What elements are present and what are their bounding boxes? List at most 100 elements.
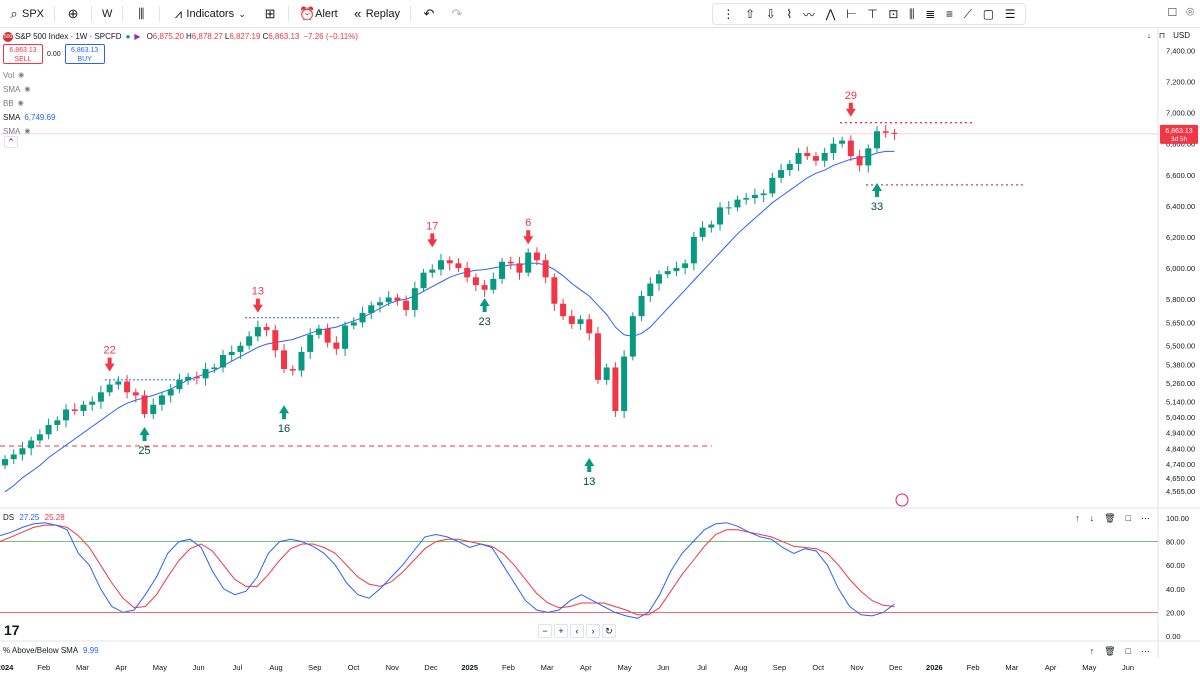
candle-body — [254, 327, 261, 337]
arrow-down-icon[interactable]: ⇩ — [765, 7, 776, 21]
price-tick-label: 5,140.00 — [1166, 398, 1195, 407]
price-tick-label: 7,200.00 — [1166, 78, 1195, 87]
polyline-icon[interactable]: ⋀ — [825, 7, 836, 21]
search-icon: ⌕ — [10, 5, 18, 21]
candle-body — [786, 163, 793, 171]
trendline-icon[interactable]: ⟋ — [963, 6, 973, 21]
zoom-out-icon[interactable]: − — [538, 624, 552, 638]
candle-body — [856, 156, 863, 166]
indicator-row[interactable]: SMA 6,749.69 — [3, 110, 55, 124]
time-tick-label: Feb — [502, 663, 515, 672]
lightning-icon — [895, 493, 909, 507]
more-icon[interactable]: ⋯ — [1141, 646, 1150, 656]
indicator-row[interactable]: Vol ◉ — [3, 68, 55, 82]
indicator-row[interactable]: BB ◉ — [3, 96, 55, 110]
long-position-icon[interactable]: ⊡ — [888, 7, 899, 21]
maximize-icon[interactable]: □ — [1125, 646, 1131, 656]
candle-body — [324, 328, 331, 343]
candle-body — [682, 263, 689, 268]
candle-body — [812, 156, 819, 161]
scroll-right-icon[interactable]: › — [586, 624, 600, 638]
parallel-channel-icon[interactable]: ≡ — [945, 7, 953, 21]
replay-button[interactable]: « Replay — [344, 0, 406, 28]
date-range-icon[interactable]: ⊤ — [867, 7, 878, 21]
indicator-row[interactable]: SMA ◉ — [3, 124, 55, 138]
osc-name[interactable]: DS — [3, 513, 15, 522]
symbol-search[interactable]: ⌕ SPX — [0, 0, 50, 28]
osc-tick-label: 40.00 — [1166, 585, 1185, 594]
interval-button[interactable]: W — [96, 0, 118, 28]
candle-body — [158, 395, 165, 405]
reset-icon[interactable]: ↻ — [602, 624, 616, 638]
arrow-down-icon[interactable]: ↓ — [1089, 513, 1095, 523]
arrow-down-icon[interactable]: ↓ — [1146, 31, 1151, 40]
time-tick-label: Feb — [37, 663, 50, 672]
ind2-name[interactable]: % Above/Below SMA — [3, 646, 78, 655]
time-tick-label: Dec — [424, 663, 438, 672]
zoom-in-icon[interactable]: + — [554, 624, 568, 638]
buy-button[interactable]: 6,863.13 BUY — [64, 44, 105, 64]
brush-icon[interactable]: 〰 — [802, 7, 815, 22]
candle-body — [647, 283, 654, 296]
time-tick-label: Nov — [386, 663, 400, 672]
arrow-up-icon[interactable]: ⇧ — [744, 7, 756, 21]
osc-value-2: 25.28 — [44, 513, 65, 522]
camera-icon[interactable]: ⌾ — [1186, 4, 1194, 19]
indicator2-pane-controls: ↑ 🗑 □ ⋯ — [1090, 646, 1150, 657]
arrow-down-icon — [427, 233, 438, 248]
maximize-icon[interactable]: □ — [1125, 513, 1131, 523]
eye-icon[interactable]: ◉ — [18, 72, 25, 79]
square-icon[interactable]: □ — [1168, 4, 1177, 19]
currency-label[interactable]: USD — [1173, 31, 1190, 40]
indicator2-legend: % Above/Below SMA 9.99 — [3, 646, 99, 655]
interval-label: W — [102, 7, 113, 20]
time-tick-label: May — [618, 663, 632, 672]
arrow-up-icon[interactable]: ↑ — [1075, 513, 1080, 523]
osc-value-1: 27.25 — [19, 513, 40, 522]
oscillator-legend: DS 27.25 25.28 — [3, 513, 65, 522]
lock-icon[interactable]: ⊓ — [1158, 31, 1166, 40]
redo-button[interactable]: ↷ — [443, 0, 471, 28]
indicator-row[interactable]: SMA ◉ — [3, 82, 55, 96]
drag-handle-icon[interactable]: ⋮ — [722, 7, 735, 21]
countdown-text: 3d 5h — [1171, 136, 1188, 143]
indicators-button[interactable]: ⩘ Indicators ⌄ — [164, 0, 256, 28]
candle-body — [115, 381, 122, 385]
undo-button[interactable]: ↶ — [415, 0, 443, 28]
candle-body — [185, 376, 192, 380]
time-tick-label: Sep — [773, 663, 786, 672]
candle-body — [411, 288, 418, 310]
eye-icon[interactable]: ◉ — [24, 86, 31, 93]
layouts-button[interactable]: ⊞ — [256, 0, 284, 28]
rectangle-icon[interactable]: ▢ — [982, 7, 995, 21]
chart-type-button[interactable]: ⫼ — [127, 0, 155, 28]
candle-body — [80, 404, 87, 411]
scroll-left-icon[interactable]: ‹ — [570, 624, 584, 638]
indicator-name: BB — [3, 98, 14, 108]
arrow-up-icon[interactable]: ↑ — [1089, 646, 1095, 656]
buy-price: 6,863.13 — [71, 47, 99, 54]
tradingview-logo[interactable]: 17 — [4, 622, 20, 638]
trash-icon[interactable]: 🗑 — [1104, 646, 1116, 656]
time-tick-label: Jun — [193, 663, 205, 672]
more-icon[interactable]: ⋯ — [1141, 513, 1150, 523]
candle-body — [97, 392, 104, 402]
chart-canvas[interactable]: 7,400.00 7,200.00 7,000.00 6,800.00 6,600.00… — [0, 28, 1200, 682]
path-icon[interactable]: ⌇ — [786, 7, 793, 21]
fib-icon[interactable]: ≣ — [925, 7, 936, 21]
price-range-icon[interactable]: ⊢ — [846, 7, 857, 21]
candle-body — [464, 268, 471, 278]
candle-body — [63, 409, 70, 421]
text-note-icon[interactable]: ☰ — [1004, 7, 1016, 21]
eye-icon[interactable]: ◉ — [17, 100, 24, 107]
sell-button[interactable]: 6,863.13 SELL — [3, 44, 43, 64]
candle-body — [376, 302, 383, 306]
collapse-legend-button[interactable]: ⌃ — [4, 136, 18, 148]
eye-icon[interactable]: ◉ — [24, 128, 31, 135]
compare-button[interactable]: ⊕ — [59, 0, 87, 28]
trash-icon[interactable]: 🗑 — [1104, 513, 1116, 523]
bars-pattern-icon[interactable]: ⫼ — [909, 6, 915, 21]
trade-buttons: 6,863.13 SELL 0.00 6,863.13 BUY — [3, 44, 105, 64]
alert-button[interactable]: ⏰ Alert — [293, 0, 344, 28]
symbol-title[interactable]: S&P 500 Index · 1W · SPCFD — [15, 32, 122, 41]
